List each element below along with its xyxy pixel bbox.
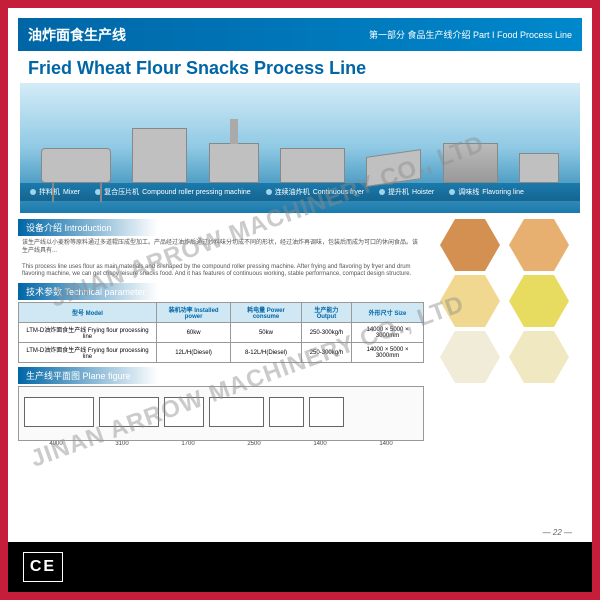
chinese-title: 油炸面食生产线 bbox=[28, 25, 126, 45]
english-title: Fried Wheat Flour Snacks Process Line bbox=[18, 54, 582, 83]
intro-text-en: This process line uses flour as main mat… bbox=[18, 260, 424, 284]
machine-fryer bbox=[280, 148, 345, 183]
tech-header: 技术参数 Technical parameter bbox=[18, 283, 158, 300]
part-label: 第一部分 食品生产线介绍 Part I Food Process Line bbox=[369, 28, 572, 41]
bottom-bar: CE bbox=[8, 542, 592, 592]
dimension-row: 4000 3100 1700 2500 1400 1400 bbox=[18, 441, 424, 447]
machine-conveyor bbox=[366, 149, 421, 187]
plane-header: 生产线平面图 Plane figure bbox=[18, 367, 158, 384]
product-samples bbox=[432, 219, 582, 447]
machine-legend: 拌料机 Mixer 复合压片机 Compound roller pressing… bbox=[20, 183, 580, 201]
intro-text-cn: 该生产线以小麦粉等原料通过多道辊压成型加工。产品经过油炸后通过炒料味分切成不同的… bbox=[18, 236, 424, 260]
page-content: 油炸面食生产线 第一部分 食品生产线介绍 Part I Food Process… bbox=[8, 8, 592, 542]
machine-hoister bbox=[209, 143, 259, 183]
intro-header: 设备介绍 Introduction bbox=[18, 219, 158, 236]
plane-drawing bbox=[18, 386, 424, 441]
document-frame: 油炸面食生产线 第一部分 食品生产线介绍 Part I Food Process… bbox=[0, 0, 600, 600]
tech-parameter-table: 型号 Model 装机功率 Installed power 耗电量 Power … bbox=[18, 302, 424, 363]
machinery-illustration: 拌料机 Mixer 复合压片机 Compound roller pressing… bbox=[20, 83, 580, 213]
table-row: LTM-D油炸面食生产线 Frying flour processing lin… bbox=[19, 323, 424, 343]
page-number: — 22 — bbox=[543, 528, 572, 537]
ce-mark: CE bbox=[23, 552, 63, 582]
sample-hex bbox=[509, 275, 569, 327]
table-row: LTM-D油炸面食生产线 Frying flour processing lin… bbox=[19, 343, 424, 363]
sample-hex bbox=[509, 331, 569, 383]
machine-mixer bbox=[132, 128, 187, 183]
header-bar: 油炸面食生产线 第一部分 食品生产线介绍 Part I Food Process… bbox=[18, 18, 582, 54]
sample-hex bbox=[509, 219, 569, 271]
sample-hex bbox=[440, 219, 500, 271]
machine-aux bbox=[519, 153, 559, 183]
sample-hex bbox=[440, 275, 500, 327]
machine-roller-press bbox=[443, 143, 498, 183]
sample-hex bbox=[440, 331, 500, 383]
machine-flavoring-drum bbox=[41, 148, 111, 183]
